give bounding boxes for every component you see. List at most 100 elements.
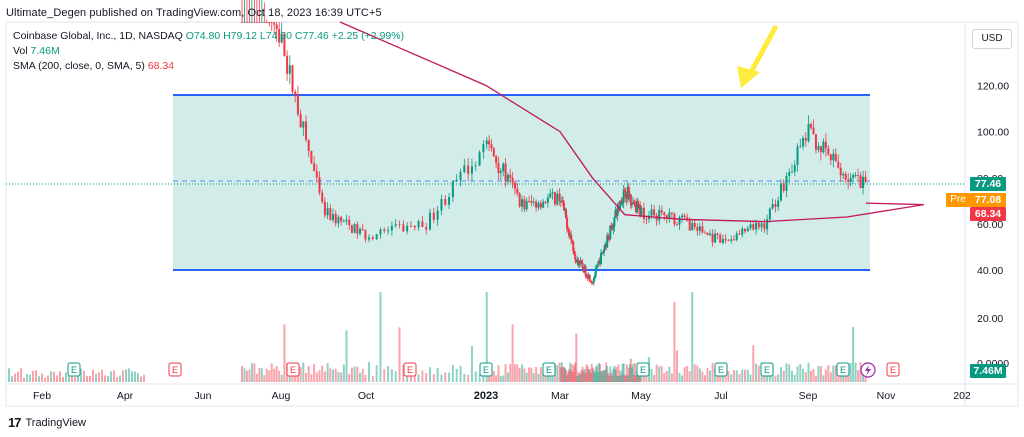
volume-bar xyxy=(675,350,678,382)
earnings-marker-icon[interactable]: E xyxy=(760,362,774,377)
candle-body xyxy=(539,203,542,208)
volume-bar xyxy=(113,370,115,382)
candle-body xyxy=(307,139,310,151)
legend-symbol[interactable]: Coinbase Global, Inc., 1D, NASDAQ xyxy=(13,30,183,42)
candle-body xyxy=(847,179,850,182)
candle-body xyxy=(268,22,271,23)
volume-bar xyxy=(774,375,777,382)
volume-bar xyxy=(14,373,16,382)
sma-200-line[interactable] xyxy=(339,21,925,223)
candle-body xyxy=(315,170,318,178)
volume-bar xyxy=(26,374,28,382)
volume-bar xyxy=(321,365,324,382)
legend-sma-label[interactable]: SMA (200, close, 0, SMA, 5) xyxy=(13,60,145,72)
candle-body xyxy=(421,221,424,227)
volume-bar xyxy=(698,368,701,382)
candle-body xyxy=(474,165,477,167)
candle-body xyxy=(444,199,447,205)
candle-body xyxy=(645,218,648,220)
volume-bar xyxy=(270,363,273,382)
volume-bar xyxy=(537,373,540,382)
candle-body xyxy=(790,171,793,173)
candle-body xyxy=(502,163,505,172)
earnings-marker-icon[interactable]: E xyxy=(479,362,493,377)
candle-body xyxy=(302,121,305,128)
legend-vol-label[interactable]: Vol xyxy=(13,45,28,57)
candle-body xyxy=(326,208,329,216)
volume-bar xyxy=(337,371,340,382)
currency-button[interactable]: USD xyxy=(972,29,1012,49)
candle-body xyxy=(258,22,261,23)
candle-body xyxy=(488,140,491,145)
volume-bar xyxy=(749,374,752,382)
earnings-marker-icon[interactable]: E xyxy=(836,362,850,377)
volume-bar xyxy=(310,374,313,382)
pre-market-badge: Pre xyxy=(946,193,970,207)
candle-body xyxy=(757,222,760,228)
candle-body xyxy=(688,220,691,231)
volume-bar xyxy=(746,369,749,382)
candle-body xyxy=(394,224,397,226)
volume-bar xyxy=(47,375,49,382)
candle-body xyxy=(532,201,535,203)
candle-body xyxy=(810,123,812,128)
price-tick-label: 60.00 xyxy=(977,219,1003,231)
earnings-marker-icon[interactable]: E xyxy=(67,362,81,377)
candle-body xyxy=(291,65,294,92)
volume-bar xyxy=(523,368,526,382)
candle-body xyxy=(623,189,626,192)
volume-bar xyxy=(678,372,681,382)
volume-tick-label: 20.00 xyxy=(977,313,1003,325)
candle-body xyxy=(587,274,590,279)
volume-bar xyxy=(307,366,310,382)
candle-body xyxy=(665,215,668,219)
candle-body xyxy=(245,22,248,23)
volume-bar xyxy=(451,364,454,382)
candle-body xyxy=(440,199,443,211)
event-lightning-icon[interactable] xyxy=(860,362,876,378)
volume-bar xyxy=(131,371,133,382)
earnings-marker-icon[interactable]: E xyxy=(542,362,556,377)
volume-bar xyxy=(359,372,362,382)
candle-body xyxy=(535,201,538,208)
volume-bar xyxy=(593,372,596,382)
volume-bar xyxy=(834,365,837,382)
volume-bar xyxy=(706,368,709,382)
candle-body xyxy=(375,234,378,239)
earnings-marker-icon[interactable]: E xyxy=(886,362,900,377)
candle-body xyxy=(796,146,799,166)
volume-bar xyxy=(612,368,615,382)
volume-bar xyxy=(509,363,512,382)
volume-bar xyxy=(74,376,76,382)
volume-bar xyxy=(596,371,599,382)
volume-bar xyxy=(837,375,840,382)
time-axis[interactable]: Feb Apr Jun Aug Oct 2023 Mar May Jul Sep Nov 202 xyxy=(33,390,971,402)
candle-body xyxy=(804,137,807,141)
volume-bar xyxy=(11,376,13,382)
candle-body xyxy=(574,254,577,260)
candle-body xyxy=(691,223,694,231)
candle-body xyxy=(588,274,591,282)
candle-body xyxy=(639,204,642,217)
candle-body xyxy=(425,226,428,230)
earnings-marker-icon[interactable]: E xyxy=(636,362,650,377)
volume-bar xyxy=(636,371,639,382)
volume-bar xyxy=(518,367,521,382)
time-tick-label: Jun xyxy=(195,390,212,402)
earnings-marker-icon[interactable]: E xyxy=(403,362,417,377)
candle-body xyxy=(628,194,631,198)
candle-body xyxy=(523,199,526,210)
earnings-marker-icon[interactable]: E xyxy=(168,362,182,377)
candle-body xyxy=(854,175,857,176)
candle-body xyxy=(605,244,608,248)
earnings-marker-icon[interactable]: E xyxy=(714,362,728,377)
volume-bar xyxy=(632,374,635,382)
earnings-marker-icon[interactable]: E xyxy=(286,362,300,377)
volume-bar xyxy=(80,368,82,382)
volume-bar xyxy=(495,375,498,382)
candle-body xyxy=(727,240,730,242)
candle-body xyxy=(663,212,666,216)
volume-bar xyxy=(633,363,636,382)
